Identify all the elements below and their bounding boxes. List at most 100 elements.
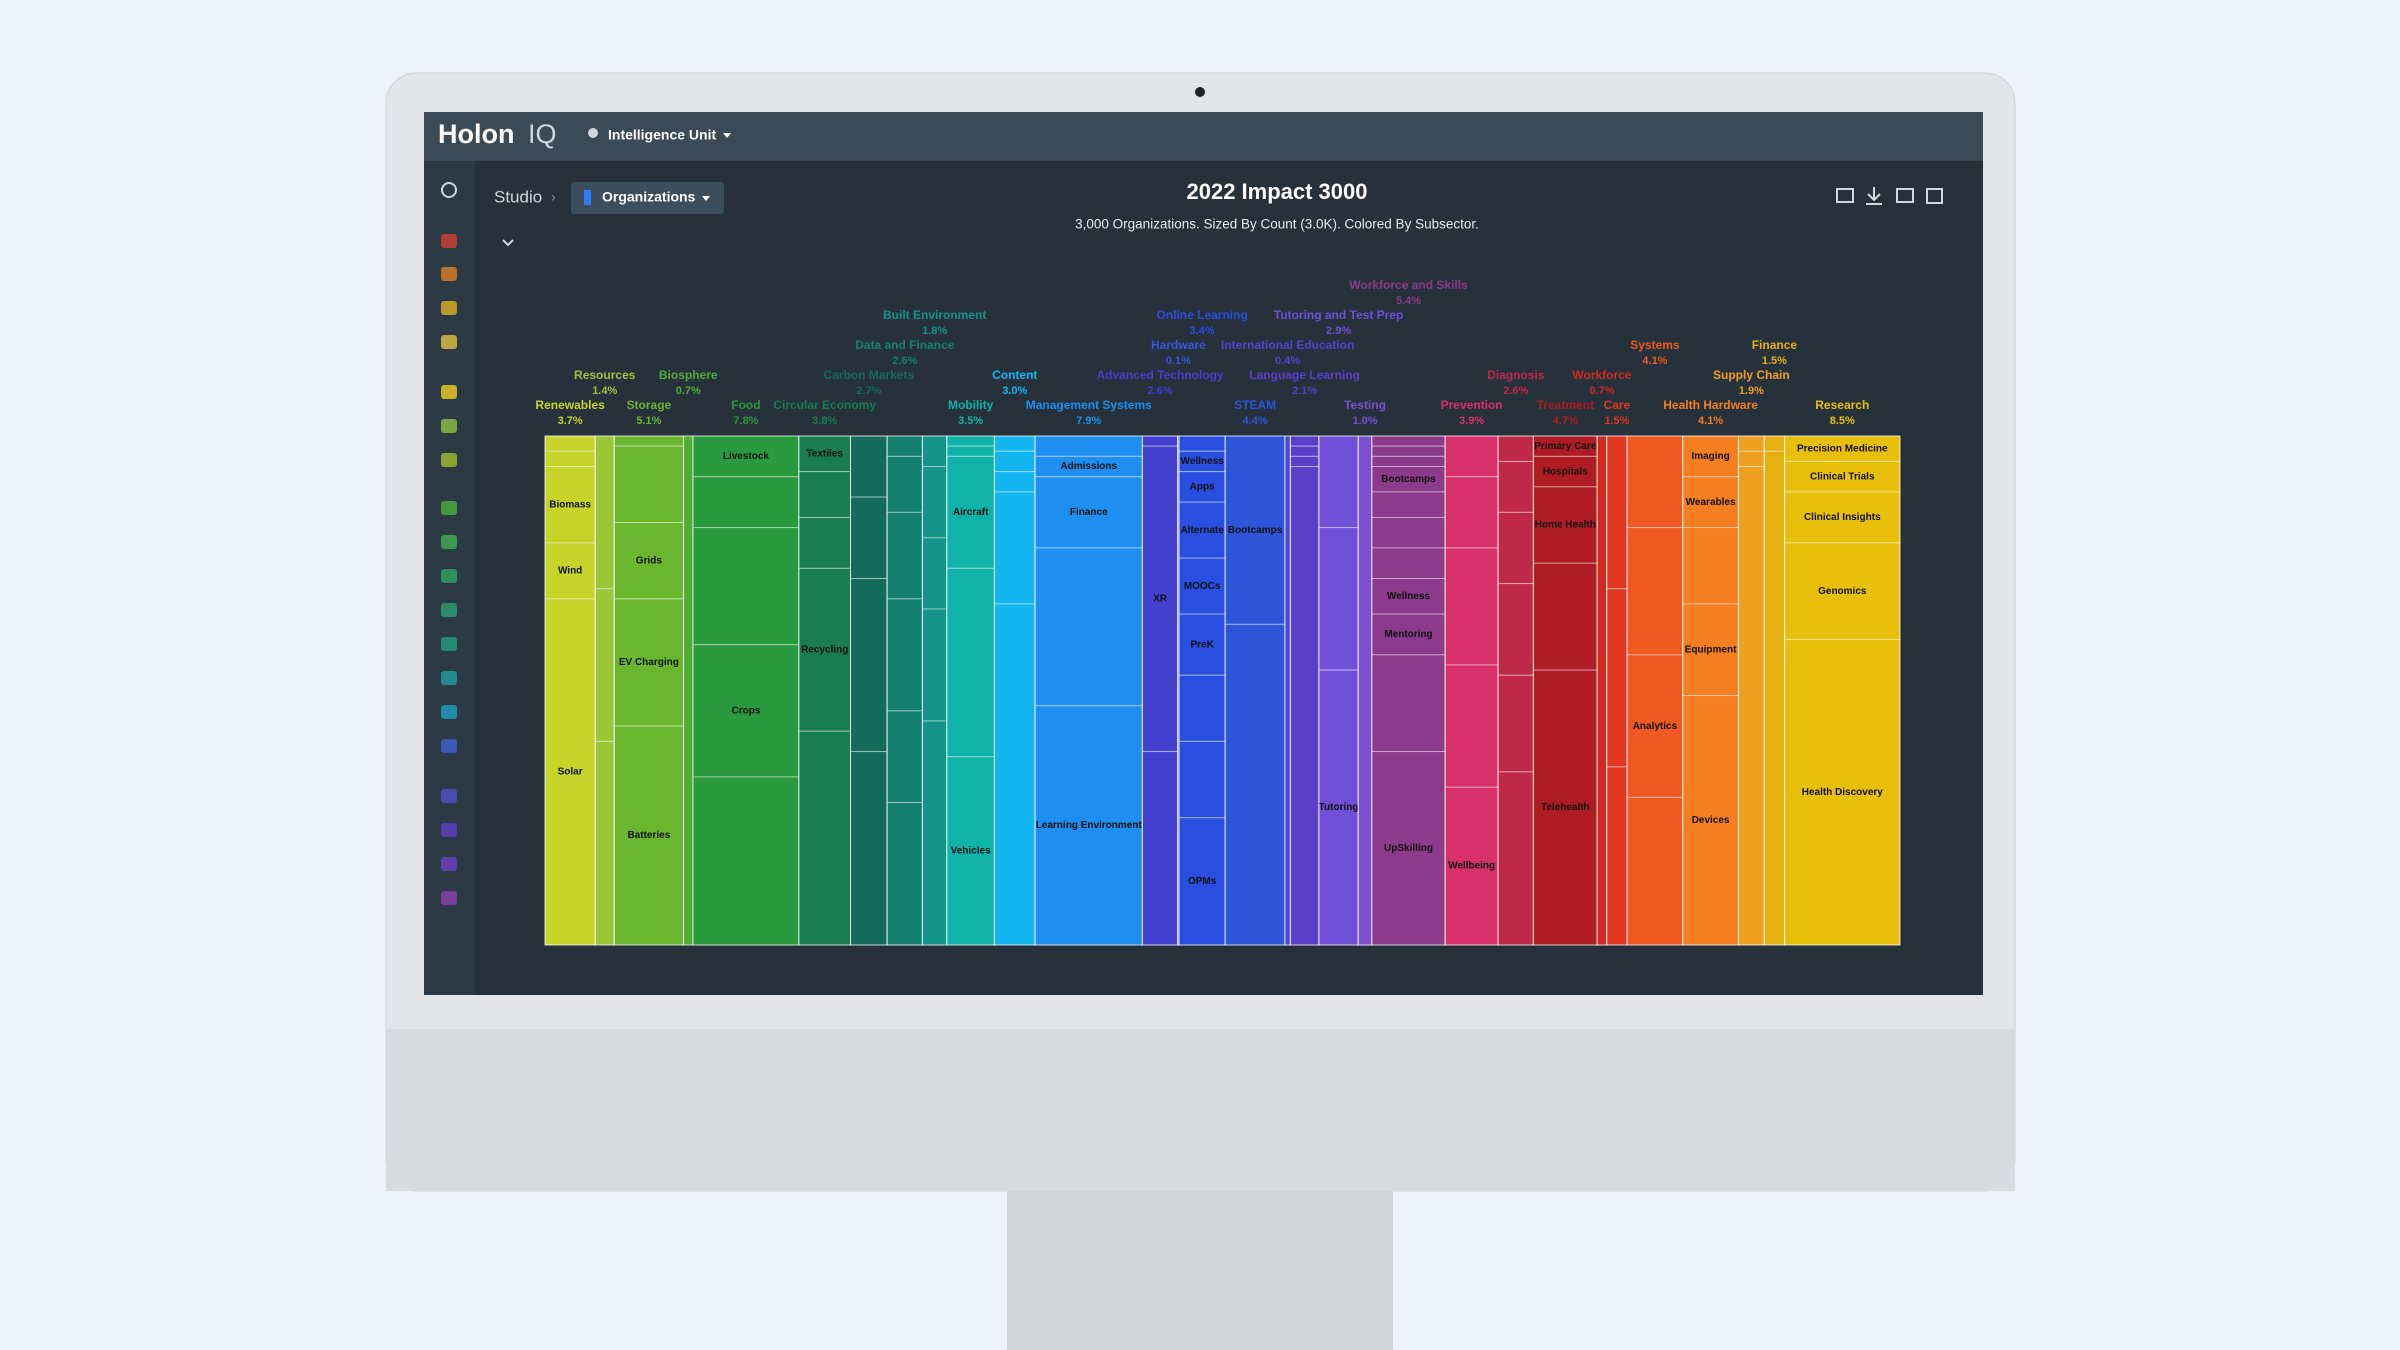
column-share: 0.7% <box>676 385 701 397</box>
segment-label: Livestock <box>723 451 770 462</box>
segment <box>692 644 800 778</box>
sidebar-icon[interactable] <box>441 335 457 349</box>
segment-label: Apps <box>1190 482 1215 493</box>
segment <box>1497 511 1534 585</box>
column-share: 5.1% <box>636 415 661 427</box>
column-share: 8.5% <box>1830 415 1855 427</box>
download-icon[interactable] <box>1866 187 1882 205</box>
column-share: 1.5% <box>1604 415 1629 427</box>
column-name: Management Systems <box>1026 398 1152 412</box>
segment <box>1289 435 1320 447</box>
sidebar-icon[interactable] <box>441 267 457 281</box>
sidebar-icon[interactable] <box>441 569 457 583</box>
sidebar-icon[interactable] <box>441 705 457 719</box>
column-name: Mobility <box>948 398 994 412</box>
column-name: Storage <box>627 398 672 412</box>
sidebar-icon[interactable] <box>441 535 457 549</box>
sidebar-icon[interactable] <box>441 671 457 685</box>
column-share: 1.9% <box>1739 385 1764 397</box>
column-name: Research <box>1815 398 1869 412</box>
image-export-icon[interactable] <box>1836 188 1854 203</box>
dataset-button[interactable] <box>571 182 724 214</box>
segment-label: Wellbeing <box>1448 861 1495 872</box>
segment <box>1371 516 1446 549</box>
column-name: Data and Finance <box>855 338 955 352</box>
segment <box>594 740 615 946</box>
sidebar-icon[interactable] <box>441 857 457 871</box>
column-name: Built Environment <box>883 308 986 322</box>
segment-label: EV Charging <box>619 657 679 668</box>
sidebar-icon[interactable] <box>441 891 457 905</box>
segment <box>613 435 684 447</box>
segment <box>886 801 923 946</box>
logo-suffix: IQ <box>528 119 557 149</box>
segment <box>993 435 1036 452</box>
segment <box>1371 654 1446 753</box>
segment <box>1682 476 1739 529</box>
segment <box>613 725 684 946</box>
column-share: 2.6% <box>892 355 917 367</box>
segment <box>1284 435 1291 946</box>
dataset-label[interactable]: Organizations <box>602 189 696 205</box>
sidebar-icon[interactable] <box>441 301 457 315</box>
segment-label: Tutoring <box>1319 802 1359 813</box>
segment-label: Devices <box>1692 815 1730 826</box>
segment-label: Bootcamps <box>1381 474 1436 485</box>
column-name: Resources <box>574 368 636 382</box>
sidebar-icon[interactable] <box>441 453 457 467</box>
save-icon[interactable] <box>1926 188 1943 204</box>
dropdown-caret <box>723 133 731 138</box>
segment <box>1289 466 1320 946</box>
sidebar-icon[interactable] <box>441 637 457 651</box>
column-share: 5.4% <box>1396 295 1421 307</box>
column-name: Biosphere <box>659 368 718 382</box>
segment-label: Wellness <box>1181 456 1225 467</box>
sidebar-icon[interactable] <box>441 823 457 837</box>
segment-label: Admissions <box>1060 461 1117 472</box>
chart-title: 2022 Impact 3000 <box>1186 179 1367 204</box>
breadcrumb[interactable]: Studio <box>494 187 542 206</box>
table-icon[interactable] <box>1896 188 1914 203</box>
segment <box>1497 674 1534 773</box>
sidebar-icon[interactable] <box>441 739 457 753</box>
sidebar-icon[interactable] <box>441 603 457 617</box>
segment <box>692 476 800 529</box>
column-share: 2.1% <box>1292 385 1317 397</box>
sidebar-icon[interactable] <box>441 501 457 515</box>
segment <box>1371 445 1446 457</box>
segment-label: Wearables <box>1686 497 1736 508</box>
workspace-menu[interactable]: Intelligence Unit <box>608 127 716 143</box>
segment-label: PreK <box>1190 639 1214 650</box>
sidebar-icon[interactable] <box>441 789 457 803</box>
segment <box>682 435 694 946</box>
segment <box>544 435 596 452</box>
segment <box>1371 466 1446 493</box>
segment-label: Wellness <box>1387 591 1431 602</box>
sidebar-icon[interactable] <box>441 385 457 399</box>
segment <box>1034 705 1143 946</box>
segment <box>1178 674 1226 742</box>
column <box>1784 435 1901 946</box>
segment <box>1737 450 1765 468</box>
segment-label: MOOCs <box>1184 581 1221 592</box>
column-share: 2.6% <box>1148 385 1173 397</box>
segment <box>798 516 851 569</box>
column-name: Health Hardware <box>1663 398 1758 412</box>
collapse-toggle[interactable] <box>502 239 514 247</box>
segment <box>1532 455 1598 488</box>
dropdown-caret <box>702 196 710 201</box>
segment-label: Bootcamps <box>1228 525 1283 536</box>
search-icon[interactable] <box>441 182 457 198</box>
column-share: 7.9% <box>1076 415 1101 427</box>
segment-label: Telehealth <box>1541 802 1590 813</box>
segment <box>921 720 948 946</box>
sidebar-icon[interactable] <box>441 234 457 248</box>
sidebar-icon[interactable] <box>441 419 457 433</box>
segment <box>1357 435 1373 946</box>
column-name: Renewables <box>535 398 605 412</box>
column-name: Finance <box>1752 338 1798 352</box>
column-name: Supply Chain <box>1713 368 1790 382</box>
segment-label: Health Discovery <box>1802 787 1884 798</box>
segment <box>1626 435 1684 529</box>
segment-label: Finance <box>1070 507 1108 518</box>
